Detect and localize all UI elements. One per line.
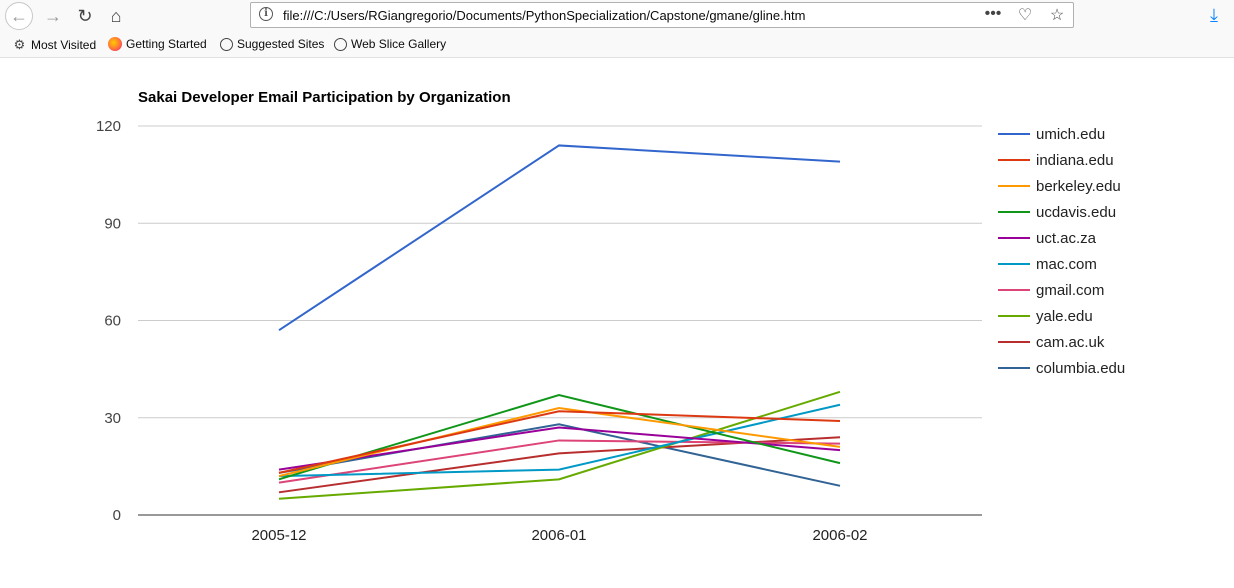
- legend-item[interactable]: yale.edu: [998, 308, 1093, 325]
- globe-icon: [220, 37, 233, 51]
- forward-button[interactable]: →: [39, 2, 67, 30]
- legend-label: yale.edu: [1036, 308, 1093, 325]
- url-text[interactable]: file:///C:/Users/RGiangregorio/Documents…: [283, 8, 806, 23]
- series-line-umich-edu[interactable]: [278, 144, 841, 332]
- home-button[interactable]: ⌂: [102, 2, 130, 30]
- y-tick-label: 0: [113, 507, 121, 524]
- series-line-ucdavis-edu[interactable]: [278, 394, 841, 481]
- bookmark-getting-started[interactable]: Getting Started: [108, 37, 207, 51]
- bookmark-label: Web Slice Gallery: [351, 37, 447, 51]
- arrow-right-icon: →: [44, 6, 62, 26]
- globe-icon: [334, 37, 347, 51]
- legend-item[interactable]: columbia.edu: [998, 360, 1125, 377]
- legend-label: cam.ac.uk: [1036, 334, 1105, 351]
- legend-label: indiana.edu: [1036, 152, 1114, 169]
- legend-item[interactable]: ucdavis.edu: [998, 204, 1116, 221]
- bookmark-web-slice-gallery[interactable]: Web Slice Gallery: [334, 37, 446, 51]
- legend-label: ucdavis.edu: [1036, 204, 1116, 221]
- reload-button[interactable]: ↻: [71, 2, 99, 30]
- x-tick-label: 2006-01: [531, 527, 586, 544]
- bookmark-label: Getting Started: [126, 37, 207, 51]
- legend-item[interactable]: indiana.edu: [998, 152, 1114, 169]
- pocket-icon[interactable]: ♡: [1017, 7, 1033, 24]
- legend-item[interactable]: gmail.com: [998, 282, 1104, 299]
- series-line-columbia-edu[interactable]: [278, 423, 841, 487]
- series-lines: [278, 144, 841, 500]
- series-line-mac-com[interactable]: [278, 403, 841, 478]
- y-tick-labels: 0 30 60 90 120: [96, 118, 121, 524]
- bookmark-label: Suggested Sites: [237, 37, 325, 51]
- x-tick-label: 2005-12: [251, 527, 306, 544]
- legend-item[interactable]: mac.com: [998, 256, 1097, 273]
- legend-item[interactable]: umich.edu: [998, 126, 1105, 143]
- legend-label: uct.ac.za: [1036, 230, 1097, 247]
- gridlines: [138, 125, 982, 516]
- bookmark-label: Most Visited: [31, 38, 97, 52]
- more-actions-icon[interactable]: •••: [984, 5, 1002, 22]
- series-line-gmail-com[interactable]: [278, 439, 841, 484]
- legend-label: columbia.edu: [1036, 360, 1125, 377]
- y-tick-label: 120: [96, 118, 121, 135]
- series-line-yale-edu[interactable]: [278, 390, 841, 500]
- legend-label: umich.edu: [1036, 126, 1105, 143]
- bookmarks-toolbar: ⚙ Most Visited Getting Started Suggested…: [0, 32, 1234, 58]
- legend-item[interactable]: cam.ac.uk: [998, 334, 1105, 351]
- arrow-left-icon: ←: [10, 6, 28, 26]
- y-tick-label: 60: [104, 313, 121, 330]
- chart-area: Sakai Developer Email Participation by O…: [0, 58, 1234, 583]
- download-icon[interactable]: ⤓: [1210, 5, 1218, 25]
- gear-icon: ⚙: [13, 37, 26, 52]
- star-icon[interactable]: ☆: [1049, 7, 1065, 24]
- legend-item[interactable]: uct.ac.za: [998, 230, 1097, 247]
- line-chart: Sakai Developer Email Participation by O…: [96, 89, 1125, 544]
- x-tick-labels: 2005-12 2006-01 2006-02: [251, 527, 867, 544]
- back-button[interactable]: ←: [5, 2, 33, 30]
- info-icon[interactable]: i: [259, 7, 273, 21]
- legend-label: mac.com: [1036, 256, 1097, 273]
- series-line-indiana-edu[interactable]: [278, 410, 841, 474]
- legend-label: gmail.com: [1036, 282, 1104, 299]
- home-icon: ⌂: [110, 6, 122, 26]
- chart-title: Sakai Developer Email Participation by O…: [138, 89, 511, 106]
- firefox-icon: [108, 37, 122, 51]
- reload-icon: ↻: [77, 6, 93, 26]
- x-tick-label: 2006-02: [812, 527, 867, 544]
- legend-label: berkeley.edu: [1036, 178, 1121, 195]
- bookmark-suggested-sites[interactable]: Suggested Sites: [220, 37, 324, 51]
- series-line-berkeley-edu[interactable]: [278, 407, 841, 478]
- y-tick-label: 30: [104, 410, 121, 427]
- y-tick-label: 90: [104, 215, 121, 232]
- browser-toolbar: ← → ↻ ⌂ i file:///C:/Users/RGiangregorio…: [0, 0, 1234, 32]
- series-line-uct-ac-za[interactable]: [278, 426, 841, 471]
- legend-item[interactable]: berkeley.edu: [998, 178, 1121, 195]
- legend: umich.edu indiana.edu berkeley.edu ucdavis.…: [998, 126, 1125, 377]
- bookmark-most-visited[interactable]: ⚙ Most Visited: [12, 37, 96, 53]
- address-bar[interactable]: i file:///C:/Users/RGiangregorio/Documen…: [250, 2, 1074, 28]
- series-line-cam-ac-uk[interactable]: [278, 436, 841, 494]
